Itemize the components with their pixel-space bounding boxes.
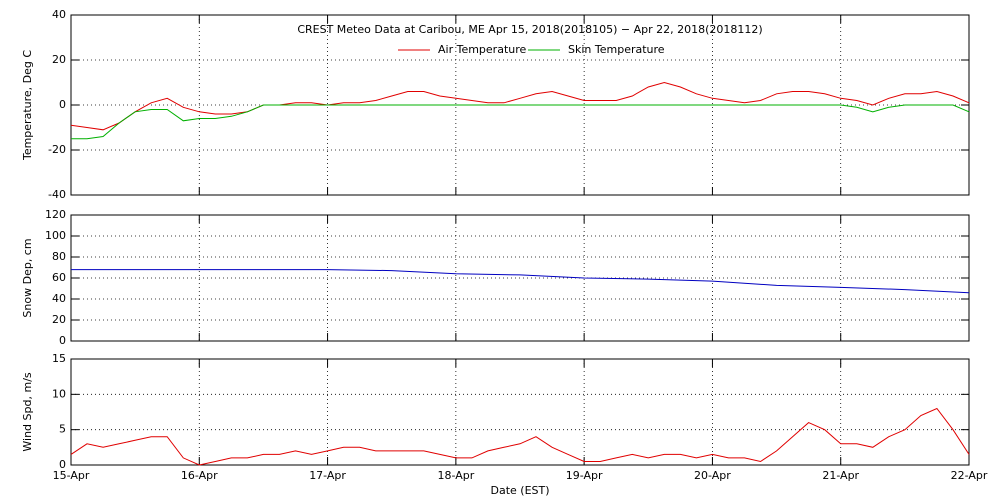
y-tick-label: 0 — [59, 334, 66, 347]
y-tick-label: 20 — [52, 53, 66, 66]
x-tick-label: 19-Apr — [566, 469, 603, 482]
x-tick-label: 21-Apr — [822, 469, 859, 482]
plot-frame — [70, 214, 970, 342]
legend-label: Air Temperature — [438, 43, 527, 56]
x-tick-label: 16-Apr — [181, 469, 218, 482]
y-tick-label: 60 — [52, 271, 66, 284]
x-tick-label: 17-Apr — [309, 469, 346, 482]
y-tick-label: 0 — [59, 458, 66, 471]
plot-frame — [70, 14, 970, 196]
legend-label: Skin Temperature — [568, 43, 665, 56]
y-tick-label: 120 — [45, 208, 66, 221]
y-tick-label: -20 — [48, 143, 66, 156]
y-tick-label: 40 — [52, 292, 66, 305]
y-axis-label: Snow Dep, cm — [21, 238, 34, 317]
data-line — [70, 81, 970, 131]
data-line — [71, 269, 970, 294]
y-tick-label: -40 — [48, 188, 66, 201]
x-tick-label: 15-Apr — [53, 469, 90, 482]
plot-frame — [70, 358, 970, 466]
y-tick-label: 80 — [52, 250, 66, 263]
y-tick-label: 20 — [52, 313, 66, 326]
y-tick-label: 15 — [52, 352, 66, 365]
x-tick-label: 20-Apr — [694, 469, 731, 482]
y-tick-label: 100 — [45, 229, 66, 242]
y-tick-label: 40 — [52, 8, 66, 21]
chart-title: CREST Meteo Data at Caribou, ME Apr 15, … — [297, 23, 762, 36]
x-tick-label: 22-Apr — [951, 469, 988, 482]
data-line — [70, 407, 970, 466]
y-axis-label: Temperature, Deg C — [21, 50, 34, 161]
y-tick-label: 0 — [59, 98, 66, 111]
y-axis-label: Wind Spd, m/s — [21, 372, 34, 452]
x-axis-label: Date (EST) — [490, 484, 549, 497]
x-tick-label: 18-Apr — [437, 469, 474, 482]
y-tick-label: 5 — [59, 423, 66, 436]
data-line — [71, 104, 970, 140]
y-tick-label: 10 — [52, 387, 66, 400]
